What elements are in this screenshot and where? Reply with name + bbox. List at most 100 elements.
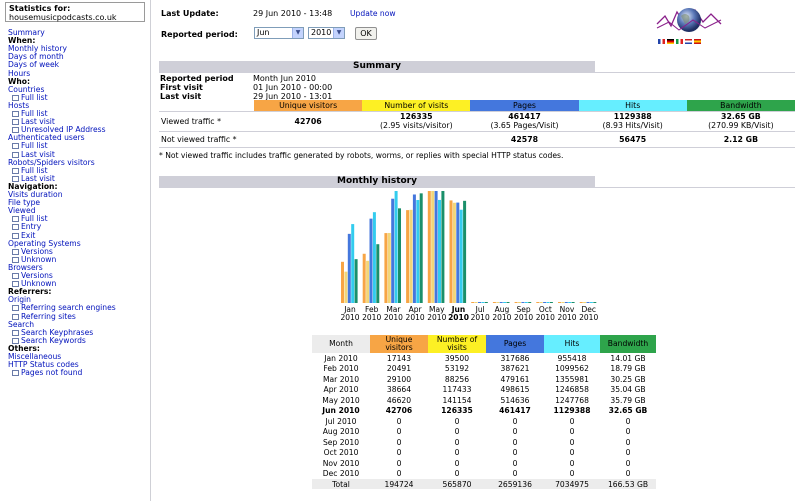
bar-bw-sep <box>528 302 532 303</box>
history-cell-nv: 0 <box>454 427 460 437</box>
page-icon <box>12 119 19 126</box>
history-cell-month: Aug 2010 <box>322 427 360 437</box>
tick-label-year: 2010 <box>579 313 598 322</box>
history-cell-nv: 53192 <box>444 364 470 374</box>
bar-pg-apr <box>412 194 416 303</box>
nav-link-pages-not-found[interactable]: Pages not found <box>12 369 82 377</box>
nav-link-file-type[interactable]: File type <box>8 199 40 207</box>
summary-table: Unique visitors Number of visits Pages H… <box>159 100 795 148</box>
nav-link-exit[interactable]: Exit <box>12 231 35 240</box>
bar-pg-oct <box>543 302 547 303</box>
table-row: May 2010 46620 141154 514636 1247768 35.79 GB <box>312 395 656 406</box>
update-now-link[interactable]: Update now <box>350 9 396 18</box>
flag-it-icon[interactable] <box>676 39 683 44</box>
nav-link-days-of-week[interactable]: Days of week <box>8 61 59 69</box>
nav-link-monthly-history[interactable]: Monthly history <box>8 45 67 53</box>
bar-nv-nov <box>561 302 565 303</box>
nav-label: Days of month <box>8 52 64 62</box>
history-cell-nv: 0 <box>454 437 460 447</box>
history-cell-uv: 29100 <box>386 374 412 384</box>
bar-pg-dec <box>586 302 590 303</box>
nav-link-miscellaneous[interactable]: Miscellaneous <box>8 353 61 361</box>
nav-link-unresolved-ip-address[interactable]: Unresolved IP Address <box>12 126 106 134</box>
nav-label: Hours <box>8 68 31 78</box>
tick-label-year: 2010 <box>362 313 381 322</box>
history-cell-month: Oct 2010 <box>323 448 359 458</box>
nav-link-http-status-codes[interactable]: HTTP Status codes <box>8 361 79 369</box>
history-cell-bw: 0 <box>625 469 631 479</box>
history-cell-ht: 0 <box>569 469 575 479</box>
tick-label-month: Nov <box>560 305 575 314</box>
nav-link-full-list[interactable]: Full list <box>12 110 48 118</box>
nav-link-versions[interactable]: Versions <box>12 272 53 280</box>
nav-link-full-list[interactable]: Full list <box>12 93 48 102</box>
nav-link-search[interactable]: Search <box>8 320 34 329</box>
tick-label-month: Dec <box>581 305 596 314</box>
nav-link-robots-spiders-visitors[interactable]: Robots/Spiders visitors <box>8 158 95 167</box>
nav-link-full-list[interactable]: Full list <box>12 142 48 150</box>
nav-link-viewed[interactable]: Viewed <box>8 207 36 215</box>
nav-label: Countries <box>8 84 45 94</box>
chevron-down-icon[interactable]: ▼ <box>333 28 344 38</box>
nav-link-entry[interactable]: Entry <box>12 223 41 231</box>
bar-bw-feb <box>376 244 380 303</box>
page-icon <box>12 313 19 320</box>
history-header: Pages <box>486 335 544 353</box>
nav-link-referring-search-engines[interactable]: Referring search engines <box>12 304 116 312</box>
flag-es-icon[interactable] <box>694 39 701 44</box>
nav-link-origin[interactable]: Origin <box>8 296 31 304</box>
nav-link-countries[interactable]: Countries <box>8 84 45 94</box>
year-select[interactable]: 2010 ▼ <box>308 27 345 39</box>
total-cell-bw: 166.53 GB <box>607 479 649 489</box>
flag-nl-icon[interactable] <box>685 39 692 44</box>
nav-link-last-visit[interactable]: Last visit <box>12 174 55 183</box>
nav-link-full-list[interactable]: Full list <box>12 166 48 175</box>
nav-link-summary[interactable]: Summary <box>8 29 45 37</box>
bar-uv-jun <box>449 200 453 303</box>
month-select[interactable]: Jun ▼ <box>254 27 304 39</box>
bar-ht-jul <box>481 302 485 303</box>
nav-link-hosts[interactable]: Hosts <box>8 101 29 110</box>
flag-fr-icon[interactable] <box>658 39 665 44</box>
nav-label: Full list <box>21 141 48 151</box>
subvalue: (8.93 Hits/Visit) <box>602 121 663 130</box>
ok-button[interactable]: OK <box>355 27 377 40</box>
bar-nv-mar <box>387 232 391 303</box>
nav-link-unknown[interactable]: Unknown <box>12 255 56 264</box>
flag-de-icon[interactable] <box>667 39 674 44</box>
value: 42706 <box>294 116 322 126</box>
nav-link-referring-sites[interactable]: Referring sites <box>12 312 76 321</box>
bar-ht-mar <box>394 191 398 303</box>
bar-ht-oct <box>546 302 550 303</box>
nav-link-unknown[interactable]: Unknown <box>12 280 56 288</box>
nav-label: Versions <box>21 246 53 256</box>
nav-label: Unresolved IP Address <box>21 125 106 135</box>
nav-label: Pages not found <box>21 368 83 378</box>
viewed-traffic-label: Viewed traffic * <box>161 116 221 126</box>
bar-ht-jun <box>459 209 463 303</box>
nav-link-full-list[interactable]: Full list <box>12 215 48 223</box>
viewed-pages: 461417 (3.65 Pages/Visit) <box>470 111 578 131</box>
nav-link-last-visit[interactable]: Last visit <box>12 118 55 126</box>
nav-link-visits-duration[interactable]: Visits duration <box>8 191 63 199</box>
chevron-down-icon[interactable]: ▼ <box>292 28 303 38</box>
nav-link-search-keyphrases[interactable]: Search Keyphrases <box>12 328 93 337</box>
nav-link-authenticated-users[interactable]: Authenticated users <box>8 134 85 142</box>
nav-link-browsers[interactable]: Browsers <box>8 263 43 272</box>
nav-link-versions[interactable]: Versions <box>12 246 53 256</box>
page-icon <box>12 281 19 288</box>
history-cell-pg: 461417 <box>499 406 531 416</box>
bar-nv-jan <box>344 271 348 303</box>
nav-link-days-of-month[interactable]: Days of month <box>8 53 64 61</box>
history-cell-uv: 0 <box>396 416 402 426</box>
nav-link-operating-systems[interactable]: Operating Systems <box>8 239 81 248</box>
table-row: Feb 2010 20491 53192 387621 1099562 18.79 GB <box>312 364 656 375</box>
bar-bw-jun <box>463 200 467 303</box>
summary-footnote: * Not viewed traffic includes traffic ge… <box>159 151 564 160</box>
nav-link-hours[interactable]: Hours <box>8 68 31 78</box>
nav-link-last-visit[interactable]: Last visit <box>12 150 55 159</box>
tick-label-year: 2010 <box>557 313 576 322</box>
nav-link-search-keywords[interactable]: Search Keywords <box>12 336 86 345</box>
nav-label: Referring search engines <box>21 303 116 313</box>
last-update-label: Last Update: <box>161 9 219 18</box>
